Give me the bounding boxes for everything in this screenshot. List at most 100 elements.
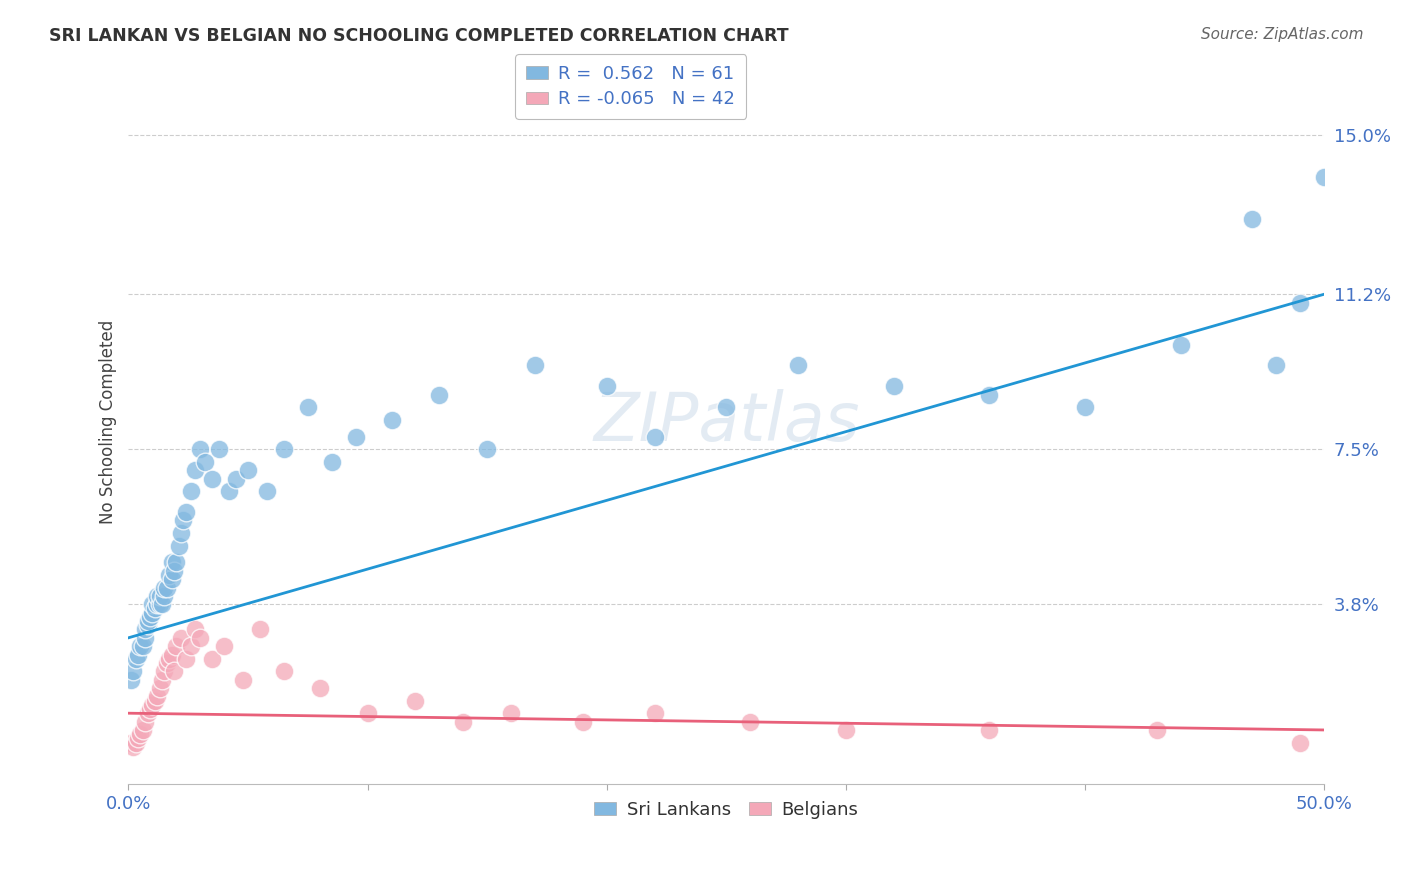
Point — [167, 539, 190, 553]
Point — [225, 472, 247, 486]
Point — [644, 430, 666, 444]
Point — [172, 513, 194, 527]
Point — [157, 568, 180, 582]
Point — [124, 735, 146, 749]
Point — [308, 681, 330, 695]
Point — [153, 589, 176, 603]
Point — [184, 623, 207, 637]
Point — [146, 690, 169, 704]
Point — [404, 693, 426, 707]
Point — [153, 581, 176, 595]
Point — [120, 673, 142, 687]
Point — [236, 463, 259, 477]
Point — [129, 727, 152, 741]
Point — [180, 484, 202, 499]
Point — [160, 555, 183, 569]
Text: ZIPatlas: ZIPatlas — [593, 389, 859, 455]
Point — [156, 656, 179, 670]
Point — [1146, 723, 1168, 737]
Point — [122, 739, 145, 754]
Text: SRI LANKAN VS BELGIAN NO SCHOOLING COMPLETED CORRELATION CHART: SRI LANKAN VS BELGIAN NO SCHOOLING COMPL… — [49, 27, 789, 45]
Point — [136, 618, 159, 632]
Point — [194, 455, 217, 469]
Point — [146, 589, 169, 603]
Point — [321, 455, 343, 469]
Point — [218, 484, 240, 499]
Point — [1313, 169, 1336, 184]
Point — [184, 463, 207, 477]
Point — [201, 651, 224, 665]
Point — [163, 665, 186, 679]
Point — [427, 388, 450, 402]
Point — [146, 597, 169, 611]
Point — [344, 430, 367, 444]
Point — [356, 706, 378, 721]
Point — [273, 442, 295, 457]
Point — [644, 706, 666, 721]
Point — [136, 706, 159, 721]
Point — [165, 639, 187, 653]
Point — [132, 723, 155, 737]
Y-axis label: No Schooling Completed: No Schooling Completed — [100, 320, 117, 524]
Legend: Sri Lankans, Belgians: Sri Lankans, Belgians — [588, 794, 866, 826]
Point — [148, 597, 170, 611]
Point — [122, 665, 145, 679]
Point — [524, 359, 547, 373]
Point — [160, 572, 183, 586]
Point — [174, 651, 197, 665]
Point — [835, 723, 858, 737]
Point — [740, 714, 762, 729]
Point — [249, 623, 271, 637]
Point — [451, 714, 474, 729]
Point — [150, 597, 173, 611]
Point — [188, 442, 211, 457]
Point — [716, 401, 738, 415]
Point — [141, 597, 163, 611]
Point — [1289, 735, 1312, 749]
Point — [153, 665, 176, 679]
Point — [163, 564, 186, 578]
Point — [129, 639, 152, 653]
Point — [256, 484, 278, 499]
Point — [127, 731, 149, 746]
Point — [127, 648, 149, 662]
Point — [134, 714, 156, 729]
Point — [1170, 337, 1192, 351]
Point — [134, 623, 156, 637]
Point — [160, 648, 183, 662]
Point — [174, 505, 197, 519]
Point — [150, 673, 173, 687]
Point — [139, 702, 162, 716]
Point — [170, 631, 193, 645]
Point — [132, 639, 155, 653]
Point — [156, 581, 179, 595]
Point — [501, 706, 523, 721]
Point — [134, 631, 156, 645]
Point — [273, 665, 295, 679]
Point — [143, 693, 166, 707]
Point — [297, 401, 319, 415]
Point — [143, 601, 166, 615]
Point — [180, 639, 202, 653]
Point — [141, 698, 163, 712]
Point — [141, 606, 163, 620]
Point — [979, 388, 1001, 402]
Point — [201, 472, 224, 486]
Point — [1265, 359, 1288, 373]
Point — [787, 359, 810, 373]
Point — [380, 413, 402, 427]
Text: Source: ZipAtlas.com: Source: ZipAtlas.com — [1201, 27, 1364, 42]
Point — [475, 442, 498, 457]
Point — [170, 526, 193, 541]
Point — [232, 673, 254, 687]
Point — [596, 379, 619, 393]
Point — [148, 681, 170, 695]
Point — [188, 631, 211, 645]
Point — [208, 442, 231, 457]
Point — [1289, 295, 1312, 310]
Point — [136, 614, 159, 628]
Point — [139, 610, 162, 624]
Point — [572, 714, 595, 729]
Point — [120, 735, 142, 749]
Point — [148, 589, 170, 603]
